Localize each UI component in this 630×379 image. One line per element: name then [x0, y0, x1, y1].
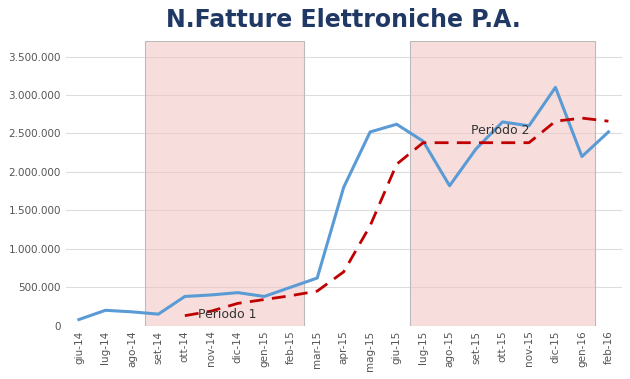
Text: Periodo 1: Periodo 1: [198, 309, 256, 321]
Bar: [410, 41, 595, 326]
Bar: [410, 41, 595, 326]
Bar: [145, 41, 304, 326]
Bar: [145, 41, 304, 326]
Title: N.Fatture Elettroniche P.A.: N.Fatture Elettroniche P.A.: [166, 8, 521, 32]
Text: Periodo 2: Periodo 2: [471, 124, 529, 137]
